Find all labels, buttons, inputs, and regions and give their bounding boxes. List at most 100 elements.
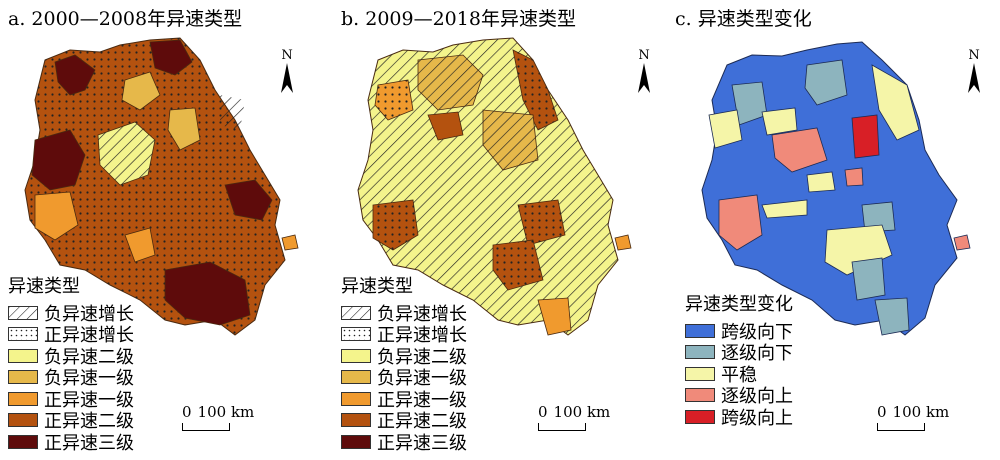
legend-item: 正异速二级 (341, 410, 467, 432)
region-yellow-west (708, 109, 743, 149)
region-yellow-center (761, 107, 798, 136)
legend-item: 正异速一级 (8, 388, 134, 411)
legend-label: 正异速一级 (44, 389, 134, 411)
region-ochre-1 (121, 71, 161, 111)
scale-distance: 100 km (553, 403, 611, 421)
legend-swatch (685, 366, 715, 381)
region-north-dark (149, 39, 193, 76)
legend-item: 平稳 (685, 363, 793, 386)
north-arrow-icon: N (963, 48, 985, 93)
region-orange-southeast (537, 297, 572, 336)
legend-item: 负异速一级 (341, 367, 467, 389)
legend-swatch (8, 348, 38, 363)
legend-swatch (341, 413, 371, 428)
legend-item: 负异速增长 (8, 302, 134, 325)
region-ochre-2 (167, 107, 201, 151)
legend-item: 正异速一级 (341, 388, 467, 411)
region-orange-3 (281, 234, 299, 251)
legend-label: 负异速增长 (44, 303, 134, 325)
legend: 异速类型 负异速增长 正异速增长 负异速二级 负异速一级 正异速一级 正异速二级 正异速三级 (341, 272, 467, 454)
legend-swatch (685, 409, 715, 424)
region-salmon-small (844, 167, 864, 187)
region-red-center (851, 114, 880, 159)
legend-item: 正异速增长 (8, 324, 134, 346)
map-a (24, 37, 299, 336)
map-c (701, 41, 971, 336)
legend-item: 负异速增长 (341, 302, 467, 325)
region-brown-northeast-dots (513, 50, 558, 130)
region-salmon-center (771, 127, 828, 173)
legend-label: 正异速二级 (377, 411, 467, 433)
panel-title: b. 2009—2018年异速类型 (341, 8, 576, 30)
scale-distance: 100 km (197, 403, 255, 421)
legend-swatch (341, 305, 371, 320)
legend-swatch (341, 348, 371, 363)
region-brown-center (427, 111, 464, 141)
legend-swatch (8, 434, 38, 449)
legend-swatch (341, 391, 371, 406)
north-label: N (638, 48, 650, 63)
scale-zero: 0 (182, 403, 192, 421)
legend-label: 正异速三级 (377, 432, 467, 454)
legend-swatch (8, 370, 38, 385)
legend-item: 负异速二级 (341, 345, 467, 368)
region-west-dark (31, 129, 86, 191)
region-east-dark (224, 179, 273, 221)
legend-label: 负异速二级 (44, 346, 134, 368)
legend: 异速类型变化 跨级向下 逐级向下 平稳 逐级向上 跨级向上 (685, 290, 793, 429)
region-teal-north (804, 59, 848, 106)
north-arrow-icon: N (633, 48, 655, 93)
legend-item: 逐级向上 (685, 385, 793, 407)
region-east-hatched (220, 95, 245, 130)
region-orange-1 (34, 191, 79, 241)
legend-item: 负异速一级 (8, 367, 134, 389)
legend-label: 负异速一级 (44, 368, 134, 390)
legend-label: 正异速增长 (377, 325, 467, 347)
legend-swatch (8, 413, 38, 428)
north-label: N (281, 48, 293, 63)
legend-label: 正异速一级 (377, 389, 467, 411)
legend-swatch (8, 391, 38, 406)
legend-item: 正异速二级 (8, 410, 134, 432)
legend-item: 跨级向下 (685, 320, 793, 343)
legend-swatch (685, 323, 715, 338)
legend-rows: 负异速增长 正异速增长 负异速二级 负异速一级 正异速一级 正异速二级 正异速三级 (341, 302, 467, 454)
legend-label: 逐级向上 (721, 386, 793, 408)
legend-title: 异速类型变化 (685, 294, 793, 315)
legend-item: 正异速三级 (8, 431, 134, 454)
region-south-dark (164, 261, 251, 326)
region-teal-southeast (874, 297, 910, 336)
legend-swatch (8, 305, 38, 320)
legend-label: 负异速一级 (377, 368, 467, 390)
legend-item: 跨级向上 (685, 406, 793, 429)
legend-label: 正异速三级 (44, 432, 134, 454)
region-brown-south-dots (493, 240, 543, 290)
legend-label: 正异速增长 (44, 325, 134, 347)
panel-a: a. 2000—2008年异速类型 N 异速类型 负异速增长 正异速增长 负异速二级… (0, 0, 333, 460)
north-label: N (968, 48, 980, 63)
region-brown-west-dots (373, 200, 418, 250)
scale-line (182, 423, 230, 431)
panel-title: a. 2000—2008年异速类型 (8, 8, 243, 30)
region-orange-island (614, 234, 632, 251)
scale-bar: 0 100 km (538, 403, 610, 431)
map-b (357, 37, 632, 336)
legend-item: 正异速增长 (341, 324, 467, 346)
legend-swatch (341, 327, 371, 342)
legend-swatch (341, 434, 371, 449)
scale-distance: 100 km (892, 403, 950, 421)
region-northwest-dark (54, 54, 96, 96)
legend-label: 跨级向下 (721, 321, 793, 343)
panel-title: c. 异速类型变化 (675, 8, 812, 30)
region-teal-east (861, 201, 896, 233)
scale-line (538, 423, 586, 431)
legend-swatch (8, 327, 38, 342)
region-ochre-north-hatch (418, 55, 483, 110)
region-salmon-island (953, 234, 971, 251)
legend-swatch (685, 388, 715, 403)
legend-label: 负异速增长 (377, 303, 467, 325)
scale-bar: 0 100 km (877, 403, 949, 431)
region-yellow-small (806, 171, 836, 193)
legend-rows: 负异速增长 正异速增长 负异速二级 负异速一级 正异速一级 正异速二级 正异速三级 (8, 302, 134, 454)
legend-item: 正异速三级 (341, 431, 467, 454)
